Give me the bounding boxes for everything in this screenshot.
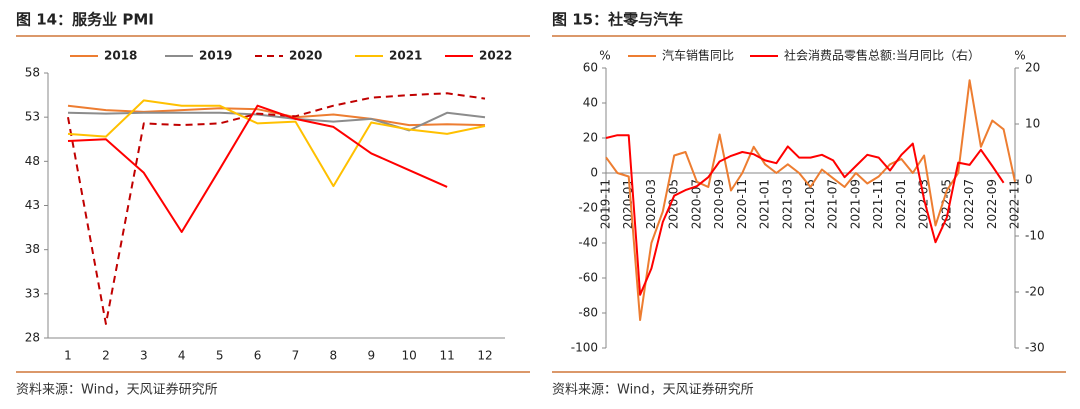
y-tick-label: 48 — [25, 154, 40, 168]
x-tick-label: 2019-11 — [599, 179, 613, 229]
x-tick-label: 2021-05 — [803, 179, 817, 229]
x-tick-label: 2020-07 — [689, 179, 703, 229]
y-tick-label: -40 — [578, 236, 598, 250]
series-line — [605, 79, 1016, 321]
x-tick-label: 7 — [292, 349, 300, 363]
chart-title: 图 15：社零与汽车 — [552, 11, 683, 29]
x-tick-label: 11 — [439, 349, 454, 363]
x-tick-label: 6 — [254, 349, 262, 363]
chart-title: 图 14：服务业 PMI — [16, 11, 154, 29]
legend-label: 社会消费品零售总额:当月同比（右） — [784, 48, 980, 63]
series-line — [67, 92, 486, 325]
x-tick-label: 2022-11 — [1008, 179, 1022, 229]
x-tick-label: 2022-09 — [985, 179, 999, 229]
x-tick-label: 8 — [330, 349, 338, 363]
y-tick-label: 60 — [583, 61, 598, 75]
x-tick-label: 2021-03 — [780, 179, 794, 229]
legend-label: 2021 — [389, 49, 422, 63]
series-line — [67, 104, 448, 233]
y2-tick-label: 0 — [1025, 173, 1033, 187]
y-tick-label: 0 — [590, 166, 598, 180]
y-tick-label: 28 — [25, 331, 40, 345]
y-tick-label: 38 — [25, 242, 40, 256]
x-tick-label: 2021-01 — [758, 179, 772, 229]
y2-tick-label: 10 — [1025, 117, 1040, 131]
x-tick-label: 3 — [140, 349, 148, 363]
legend-label: 汽车销售同比 — [662, 48, 734, 63]
x-tick-label: 2020-11 — [735, 179, 749, 229]
x-tick-label: 2020-05 — [667, 179, 681, 229]
source: 资料来源：Wind，天风证券研究所 — [16, 382, 218, 398]
source: 资料来源：Wind，天风证券研究所 — [552, 382, 754, 398]
y-tick-label: -80 — [578, 306, 598, 320]
series-line — [67, 99, 486, 188]
x-tick-label: 2022-07 — [962, 179, 976, 229]
legend-label: 2022 — [479, 49, 512, 63]
y2-tick-label: -10 — [1025, 229, 1045, 243]
x-tick-label: 1 — [64, 349, 72, 363]
x-tick-label: 2021-07 — [826, 179, 840, 229]
y-tick-label: -60 — [578, 271, 598, 285]
legend-label: 2018 — [104, 49, 137, 63]
y2-tick-label: -30 — [1025, 341, 1045, 355]
y-tick-label: 33 — [25, 286, 40, 300]
y-tick-label: 53 — [25, 110, 40, 124]
y-tick-label: 20 — [583, 131, 598, 145]
y-tick-label: -20 — [578, 201, 598, 215]
series-line — [67, 111, 486, 132]
x-tick-label: 2022-01 — [894, 179, 908, 229]
x-tick-label: 2022-05 — [939, 179, 953, 229]
x-tick-label: 2021-11 — [871, 179, 885, 229]
y-tick-label: -100 — [571, 341, 598, 355]
y2-tick-label: 20 — [1025, 61, 1040, 75]
x-tick-label: 10 — [402, 349, 417, 363]
x-tick-label: 2 — [102, 349, 110, 363]
y2-tick-label: -20 — [1025, 285, 1045, 299]
legend-label: 2020 — [289, 49, 322, 63]
x-tick-label: 2022-03 — [917, 179, 931, 229]
x-tick-label: 12 — [477, 349, 492, 363]
x-tick-label: 2020-03 — [644, 179, 658, 229]
x-tick-label: 2020-09 — [712, 179, 726, 229]
y-tick-label: 58 — [25, 66, 40, 80]
y-tick-label: 40 — [583, 96, 598, 110]
y2-axis-label: % — [1014, 49, 1025, 63]
y-axis-label: % — [599, 49, 610, 63]
x-tick-label: 5 — [216, 349, 224, 363]
y-tick-label: 43 — [25, 198, 40, 212]
series-line — [605, 134, 1005, 296]
x-tick-label: 2021-09 — [848, 179, 862, 229]
x-tick-label: 4 — [178, 349, 186, 363]
x-tick-label: 9 — [367, 349, 375, 363]
legend-label: 2019 — [199, 49, 232, 63]
